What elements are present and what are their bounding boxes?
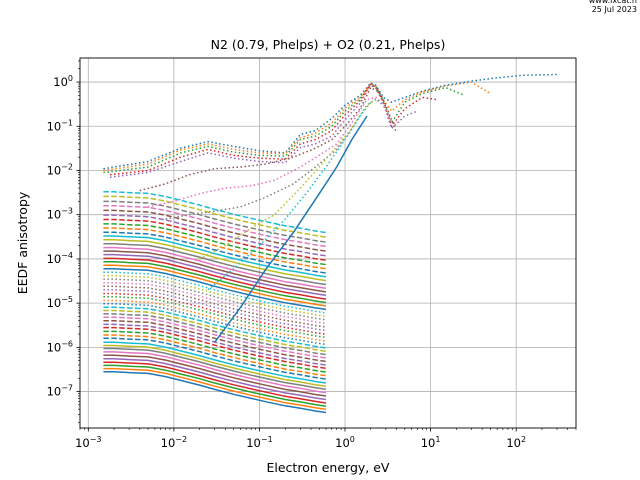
- series-line-low-field: [103, 354, 327, 397]
- y-tick-label: 10−1: [47, 118, 73, 133]
- series-line-low-field: [103, 231, 327, 274]
- watermark: www.lxcat.n 25 Jul 2023: [589, 0, 637, 14]
- y-tick-label: 10−5: [47, 295, 73, 310]
- x-axis-label: Electron energy, eV: [267, 460, 390, 475]
- y-tick-labels: 10−7 10−6 10−5 10−4 10−3 10−2 10−1 100: [47, 74, 73, 399]
- series-line-low-field: [103, 204, 327, 248]
- axes-frame: [79, 57, 577, 429]
- chart-title: N2 (0.79, Phelps) + O2 (0.21, Phelps): [211, 37, 446, 52]
- series-line-low-field: [103, 302, 327, 346]
- series-line-low-field: [103, 257, 327, 300]
- series-line-high-field: [103, 81, 491, 172]
- series-line-low-field: [103, 223, 327, 266]
- series-line-low-field: [103, 243, 327, 286]
- series-line-low-field: [103, 341, 327, 384]
- series-line-low-field: [103, 235, 327, 278]
- series-line-high-field: [110, 84, 418, 179]
- series-line-high-field: [207, 101, 372, 291]
- series-line-low-field: [103, 261, 327, 304]
- series-line-low-field: [103, 337, 327, 380]
- series-line-low-field: [103, 271, 327, 314]
- series-line-low-field: [103, 289, 327, 332]
- x-tick-label: 100: [335, 435, 355, 450]
- x-tick-label: 101: [421, 435, 441, 450]
- series-line-low-field: [103, 319, 327, 363]
- series-line-low-field: [103, 361, 327, 404]
- series-line-low-field: [103, 209, 327, 252]
- series-line-low-field: [103, 200, 327, 243]
- series-line-low-field: [103, 281, 327, 325]
- grid: [80, 58, 576, 428]
- watermark-site: www.lxcat.n: [588, 0, 637, 5]
- series-line-low-field: [103, 253, 327, 297]
- series-line-low-field: [103, 218, 327, 261]
- series-line-low-field: [103, 285, 327, 328]
- watermark-date: 25 Jul 2023: [591, 5, 637, 14]
- series-line-low-field: [103, 214, 327, 257]
- series-line-low-field: [103, 299, 327, 342]
- tick-marks: [76, 60, 577, 432]
- series-line-low-field: [103, 250, 327, 293]
- series-line-low-field: [103, 358, 327, 401]
- series-line-low-field: [103, 367, 327, 411]
- y-tick-label: 100: [53, 74, 73, 89]
- y-tick-label: 10−6: [47, 339, 73, 354]
- series-line-high-field: [139, 86, 398, 192]
- series-line-low-field: [103, 313, 327, 356]
- series-line-low-field: [103, 246, 327, 290]
- y-tick-label: 10−3: [47, 207, 73, 222]
- series-line-high-field: [199, 99, 377, 260]
- y-tick-label: 10−7: [47, 384, 73, 399]
- x-tick-label: 10−1: [246, 435, 272, 450]
- series-line-low-field: [103, 371, 327, 414]
- series-line-low-field: [103, 195, 327, 238]
- x-tick-label: 10−2: [161, 435, 187, 450]
- series-line-low-field: [103, 274, 327, 318]
- series-line-low-field: [103, 347, 327, 391]
- x-tick-label: 102: [506, 435, 526, 450]
- y-tick-label: 10−2: [47, 162, 73, 177]
- series-line-low-field: [103, 334, 327, 377]
- series-line-low-field: [103, 264, 327, 307]
- series-line-low-field: [103, 267, 327, 311]
- series-line-low-field: [103, 278, 327, 321]
- y-tick-label: 10−4: [47, 251, 73, 266]
- series-line-low-field: [103, 239, 327, 282]
- series-line-low-field: [103, 326, 327, 370]
- x-tick-label: 10−3: [75, 435, 101, 450]
- series-line-low-field: [103, 351, 327, 394]
- series-line-low-field: [103, 191, 327, 234]
- series-line-low-field: [103, 295, 327, 339]
- series-line-low-field: [103, 316, 327, 359]
- series-line-low-field: [103, 309, 327, 353]
- series-line-low-field: [103, 344, 327, 387]
- plot-area: [103, 73, 558, 414]
- series-line-low-field: [103, 306, 327, 349]
- y-axis-label: EEDF anisotropy: [15, 191, 30, 294]
- series-line-low-field: [103, 292, 327, 335]
- series-line-low-field: [103, 364, 327, 407]
- series-line-high-field: [110, 83, 438, 176]
- series-line-high-field: [214, 115, 368, 343]
- series-line-high-field: [103, 82, 465, 174]
- series-line-low-field: [103, 330, 327, 373]
- series-line-low-field: [103, 227, 327, 270]
- x-tick-labels: 10−3 10−2 10−1 100 101 102: [75, 435, 526, 450]
